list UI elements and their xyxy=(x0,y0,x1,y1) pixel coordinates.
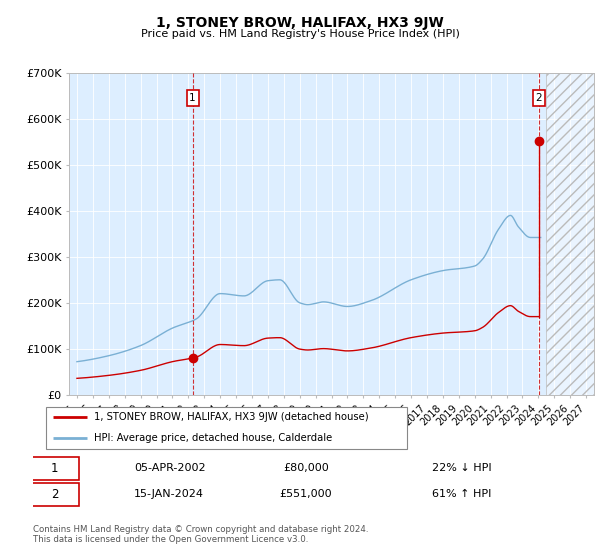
Text: 1: 1 xyxy=(190,93,196,103)
FancyBboxPatch shape xyxy=(30,483,79,506)
Text: 22% ↓ HPI: 22% ↓ HPI xyxy=(431,463,491,473)
Text: 1: 1 xyxy=(51,461,59,475)
Text: £80,000: £80,000 xyxy=(283,463,329,473)
Text: 2: 2 xyxy=(536,93,542,103)
Text: 1, STONEY BROW, HALIFAX, HX3 9JW: 1, STONEY BROW, HALIFAX, HX3 9JW xyxy=(156,16,444,30)
Text: 15-JAN-2024: 15-JAN-2024 xyxy=(134,489,204,500)
Text: 1, STONEY BROW, HALIFAX, HX3 9JW (detached house): 1, STONEY BROW, HALIFAX, HX3 9JW (detach… xyxy=(94,412,369,422)
Text: £551,000: £551,000 xyxy=(280,489,332,500)
Bar xyxy=(546,73,600,395)
Bar xyxy=(546,73,600,395)
Text: 05-APR-2002: 05-APR-2002 xyxy=(134,463,206,473)
FancyBboxPatch shape xyxy=(46,407,407,449)
Text: 2: 2 xyxy=(51,488,59,501)
FancyBboxPatch shape xyxy=(30,456,79,480)
Text: Contains HM Land Registry data © Crown copyright and database right 2024.
This d: Contains HM Land Registry data © Crown c… xyxy=(33,525,368,544)
Text: Price paid vs. HM Land Registry's House Price Index (HPI): Price paid vs. HM Land Registry's House … xyxy=(140,29,460,39)
Text: HPI: Average price, detached house, Calderdale: HPI: Average price, detached house, Cald… xyxy=(94,433,332,444)
Text: 61% ↑ HPI: 61% ↑ HPI xyxy=(431,489,491,500)
